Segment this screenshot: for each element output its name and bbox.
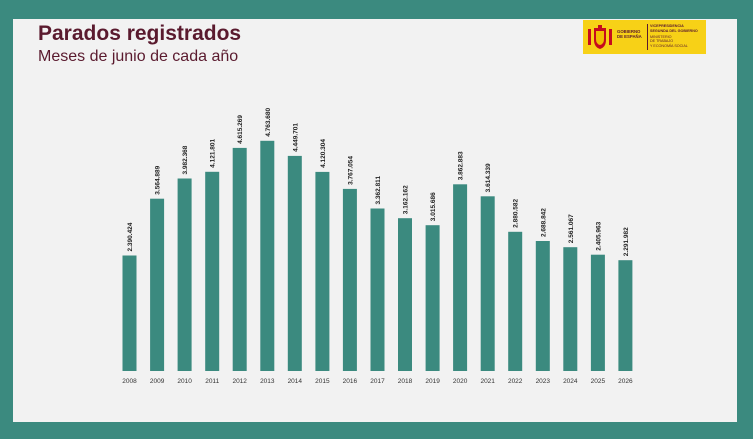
value-label: 3.982.368 <box>182 145 189 174</box>
x-tick-label: 2018 <box>398 378 413 385</box>
logo-line: Y ECONOMÍA SOCIAL <box>650 43 688 48</box>
logo-text-right: VICEPRESIDENCIA SEGUNDA DEL GOBIERNO MIN… <box>650 24 706 48</box>
logo-line: GOBIERNO <box>617 29 641 34</box>
coat-of-arms-icon <box>588 25 612 49</box>
value-label: 2.390.424 <box>127 222 134 251</box>
value-label: 3.162.162 <box>403 185 410 214</box>
x-tick-label: 2009 <box>150 378 165 385</box>
bar-2026 <box>618 260 633 371</box>
bar-2018 <box>398 218 412 371</box>
bar-2011 <box>205 171 220 371</box>
bar-2015 <box>315 171 330 371</box>
x-tick-label: 2017 <box>370 378 385 385</box>
value-label: 4.615.269 <box>237 115 244 144</box>
x-tick-label: 2022 <box>508 378 523 385</box>
x-tick-label: 2026 <box>618 378 633 385</box>
x-tick-label: 2016 <box>343 378 358 385</box>
value-label: 3.767.054 <box>347 156 354 185</box>
government-logo: GOBIERNO DE ESPAÑA VICEPRESIDENCIA SEGUN… <box>583 20 706 54</box>
logo-line: MINISTERIO <box>650 34 672 39</box>
logo-text-left: GOBIERNO DE ESPAÑA <box>617 29 647 39</box>
value-label: 4.121.801 <box>210 138 217 167</box>
value-label: 3.614.339 <box>485 163 492 192</box>
value-label: 2.688.842 <box>540 208 547 237</box>
bar-2013 <box>260 140 275 371</box>
x-tick-label: 2019 <box>425 378 440 385</box>
value-label: 4.763.680 <box>265 107 272 136</box>
x-tick-label: 2014 <box>288 378 303 385</box>
x-tick-label: 2025 <box>591 378 606 385</box>
x-tick-label: 2011 <box>205 378 219 385</box>
value-label: 3.015.686 <box>430 192 437 221</box>
chart-subtitle: Meses de junio de cada año <box>38 48 239 65</box>
bar-2021 <box>480 196 495 371</box>
x-tick-label: 2013 <box>260 378 275 385</box>
x-tick-label: 2015 <box>315 378 330 385</box>
bar-2024 <box>563 247 578 371</box>
value-label: 4.120.304 <box>320 139 327 168</box>
x-tick-label: 2008 <box>122 378 137 385</box>
logo-line: DE TRABAJO <box>650 39 674 43</box>
value-label: 3.362.811 <box>375 176 382 205</box>
bar-2012 <box>232 147 247 371</box>
logo-line: DE ESPAÑA <box>617 34 642 39</box>
x-tick-label: 2010 <box>177 378 192 385</box>
chart-title: Parados registrados <box>38 22 242 45</box>
bar-2023 <box>535 241 550 371</box>
bar-2016 <box>342 188 357 371</box>
bar-2009 <box>150 198 165 371</box>
value-label: 3.862.883 <box>458 151 465 180</box>
value-label: 2.561.067 <box>568 214 575 243</box>
value-label: 4.449.701 <box>292 123 299 152</box>
bar-2017 <box>370 208 385 371</box>
x-tick-label: 2020 <box>453 378 468 385</box>
x-tick-label: 2021 <box>480 378 495 385</box>
x-tick-label: 2023 <box>536 378 551 385</box>
value-label: 2.405.963 <box>595 221 602 250</box>
logo-line: VICEPRESIDENCIA <box>650 24 684 28</box>
x-tick-label: 2024 <box>563 378 578 385</box>
logo-line: SEGUNDA DEL GOBIERNO <box>650 28 698 33</box>
bar-2008 <box>122 255 137 371</box>
value-label: 2.880.582 <box>513 198 520 227</box>
bar-2019 <box>425 225 440 371</box>
bar-2020 <box>453 184 468 371</box>
value-label: 3.564.889 <box>155 165 162 194</box>
bar-2014 <box>287 155 302 371</box>
bar-2022 <box>508 231 523 371</box>
logo-divider <box>647 24 648 50</box>
value-label: 2.291.982 <box>623 227 630 256</box>
bar-2010 <box>177 178 192 371</box>
x-tick-label: 2012 <box>232 378 247 385</box>
bar-2025 <box>590 254 605 371</box>
